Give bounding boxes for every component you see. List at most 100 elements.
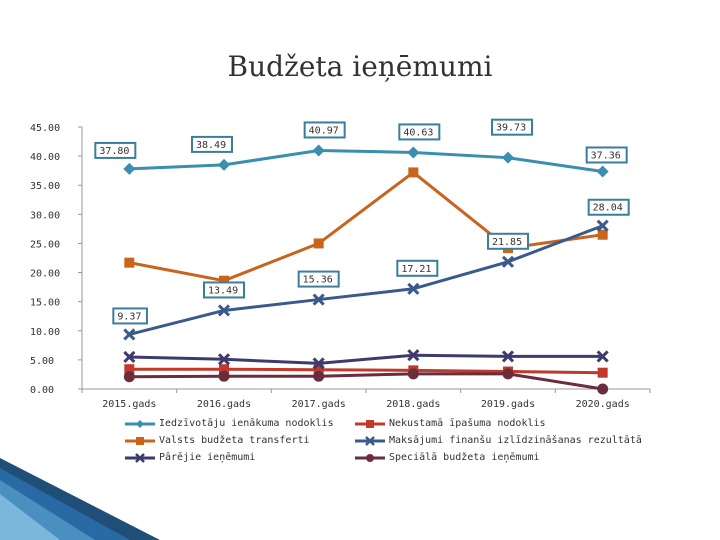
series-5-point [407,368,419,380]
data-label-box [398,123,441,141]
legend-label: Speciālā budžeta ieņēmumi [389,452,540,463]
series-5-point [218,370,230,382]
corner-decoration [0,458,160,540]
series-5-point [123,371,135,383]
data-label: 17.21 [401,264,431,275]
data-label: 37.80 [99,146,129,157]
data-label-box [112,307,148,325]
data-label-box [487,232,529,250]
series-4-point [123,350,136,364]
data-label: 40.97 [309,125,339,136]
x-tick-label: 2020.gads [576,399,630,410]
legend-swatch [355,453,385,463]
legend-swatch [125,419,155,429]
data-label: 21.85 [492,237,522,248]
series-0-point [218,158,230,171]
legend-item: Valsts budžeta transferti [125,435,310,446]
series-2-point [408,167,419,178]
series-line-1 [129,367,603,375]
chart-plot: 0.00 5.00 10.00 15.00 20.00 25.00 30.00 35.00 40… [30,118,651,410]
series-2-point [313,238,324,249]
series-5-point [597,383,609,395]
series-2-point [219,275,229,286]
series-1-point [313,364,324,375]
series-0-point [502,151,514,164]
legend-swatch [355,419,385,429]
series-0-point [312,144,325,157]
data-label-box [396,259,439,277]
series-5-point [502,368,514,380]
y-tick-label: 40.00 [30,152,60,163]
y-tick-label: 45.00 [30,123,60,134]
series-3-point [596,219,609,232]
series-0-point [407,146,420,159]
x-tick-label: 2016.gads [197,399,251,410]
series-2-point [597,229,608,240]
legend-label: Nekustamā īpašuma nodoklis [389,418,546,429]
series-2-point [124,257,135,268]
series-line-5 [129,372,603,391]
legend-swatch [125,436,155,446]
series-4-point [407,349,420,362]
series-4-point [501,350,515,363]
y-tick-label: 5.00 [30,356,54,367]
x-tick-label: 2019.gads [481,399,535,410]
series-3-point [407,282,420,295]
data-label: 28.04 [593,203,623,214]
series-0-point [123,162,136,175]
series-4-point [217,353,231,366]
series-3-point [312,293,325,306]
series-5-point [313,370,325,382]
legend-label: Maksājumi finanšu izlīdzināšanas rezultā… [389,435,642,446]
data-label: 13.49 [208,285,238,296]
legend-label: Pārējie ieņēmumi [159,452,256,463]
data-label: 37.36 [591,150,621,161]
series-line-2 [129,170,603,283]
y-tick-label: 30.00 [30,210,60,221]
data-label-box [585,146,628,164]
legend-label: Valsts budžeta transferti [159,435,310,446]
legend-item: Pārējie ieņēmumi [125,452,255,463]
x-tick-label: 2017.gads [292,399,346,410]
data-label: 39.73 [496,123,526,134]
legend-item: Iedzīvotāju ienākuma nodoklis [125,418,334,429]
y-tick-label: 35.00 [30,181,60,192]
data-label-box [303,121,346,139]
series-3-point [217,304,231,317]
x-tick-label: 2015.gads [102,399,156,410]
series-3-point [123,328,136,341]
data-label-box [203,281,245,299]
y-tick-label: 0.00 [30,385,54,396]
series-line-0 [129,148,603,173]
legend-item: Speciālā budžeta ieņēmumi [355,452,540,463]
series-line-3 [128,224,604,336]
series-4-point [312,357,325,370]
series-1-point [597,367,608,378]
legend-swatch [125,452,155,463]
x-tick-label: 2018.gads [386,399,440,410]
series-0-point [596,165,609,178]
data-label: 9.37 [117,311,141,322]
y-tick-label: 20.00 [30,269,60,280]
data-label: 38.49 [196,140,226,151]
y-tick-label: 10.00 [30,327,60,338]
series-line-4 [129,353,603,365]
series-4-point [596,350,609,363]
data-label-box [297,270,340,288]
legend-item: Maksājumi finanšu izlīdzināšanas rezultā… [355,435,642,446]
legend-item: Nekustamā īpašuma nodoklis [355,418,546,429]
chart-title: Budžeta ieņēmumi [227,50,493,83]
data-label: 40.63 [403,127,433,138]
data-label-box [94,141,137,159]
series-1-point [219,364,229,375]
legend-swatch [355,435,385,446]
data-label: 15.36 [303,275,333,286]
data-label-box [191,135,233,153]
data-label-box [587,198,630,216]
legend-label: Iedzīvotāju ienākuma nodoklis [159,418,334,429]
data-label-box [491,118,533,136]
series-3-point [501,255,515,268]
y-tick-label: 15.00 [30,298,60,309]
y-tick-label: 25.00 [30,239,60,250]
series-1-point [124,364,135,375]
